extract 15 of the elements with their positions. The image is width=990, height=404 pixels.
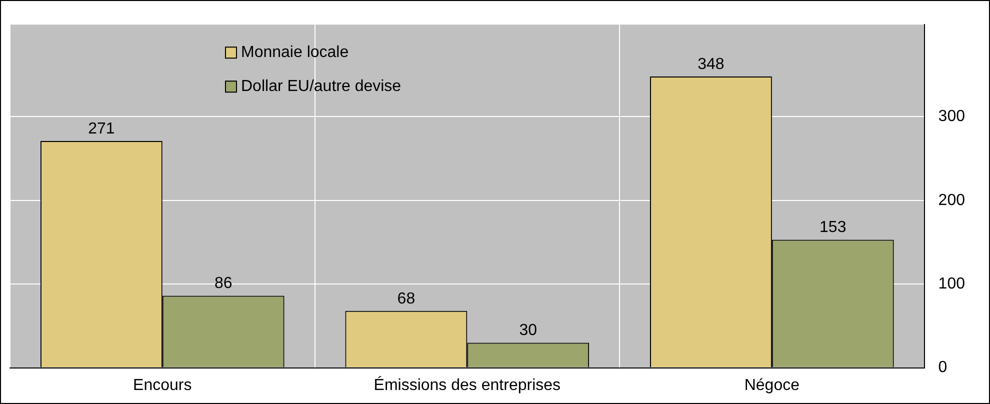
legend-label: Monnaie locale xyxy=(241,44,349,62)
x-tick-label: Émissions des entreprises xyxy=(374,376,561,394)
data-label: 348 xyxy=(698,56,724,73)
data-label: 86 xyxy=(214,275,232,292)
y-tick-label: 200 xyxy=(938,192,966,209)
data-label: 153 xyxy=(820,219,846,236)
y-tick-label: 300 xyxy=(938,108,966,126)
data-label: 30 xyxy=(519,322,538,340)
y-tick-label: 100 xyxy=(938,276,966,292)
data-label: 271 xyxy=(88,120,115,138)
legend-label: Dollar EU/autre devise xyxy=(241,78,402,96)
y-tick-label: 0 xyxy=(938,359,948,376)
data-label: 68 xyxy=(397,290,416,308)
x-tick-label: Négoce xyxy=(744,376,800,394)
x-tick-label: Encours xyxy=(133,376,192,394)
